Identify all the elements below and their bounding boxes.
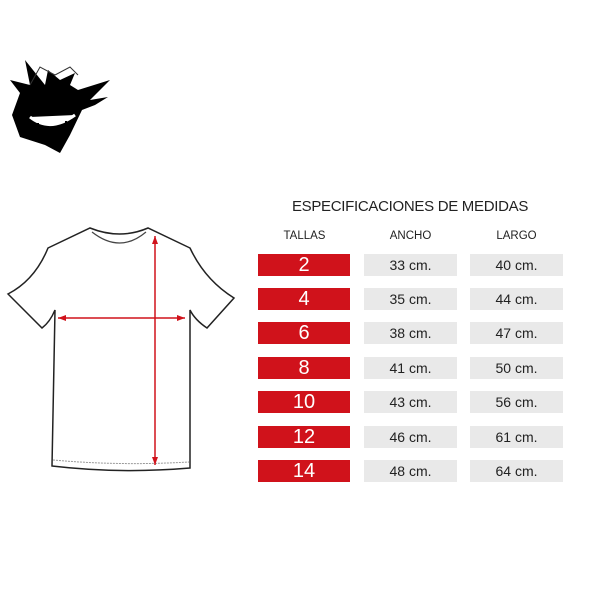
size-cell: 12 — [258, 426, 350, 448]
length-cell: 50 cm. — [470, 357, 563, 379]
width-cell: 35 cm. — [364, 288, 457, 310]
width-cell: 43 cm. — [364, 391, 457, 413]
page-title: ESPECIFICACIONES DE MEDIDAS — [291, 198, 529, 215]
tshirt-diagram-icon — [6, 227, 236, 472]
size-cell: 4 — [258, 288, 350, 310]
width-cell: 48 cm. — [364, 460, 457, 482]
size-cell: 6 — [258, 322, 350, 344]
width-cell: 38 cm. — [364, 322, 457, 344]
length-cell: 40 cm. — [470, 254, 563, 276]
size-cell: 2 — [258, 254, 350, 276]
header-tallas: TALLAS — [283, 230, 326, 242]
length-cell: 47 cm. — [470, 322, 563, 344]
length-cell: 56 cm. — [470, 391, 563, 413]
ghost-logo-icon — [10, 60, 110, 153]
length-cell: 64 cm. — [470, 460, 563, 482]
width-cell: 33 cm. — [364, 254, 457, 276]
size-cell: 10 — [258, 391, 350, 413]
size-cell: 14 — [258, 460, 350, 482]
width-cell: 46 cm. — [364, 426, 457, 448]
length-cell: 61 cm. — [470, 426, 563, 448]
header-ancho: ANCHO — [389, 230, 432, 242]
header-largo: LARGO — [496, 230, 537, 242]
length-cell: 44 cm. — [470, 288, 563, 310]
size-cell: 8 — [258, 357, 350, 379]
width-cell: 41 cm. — [364, 357, 457, 379]
